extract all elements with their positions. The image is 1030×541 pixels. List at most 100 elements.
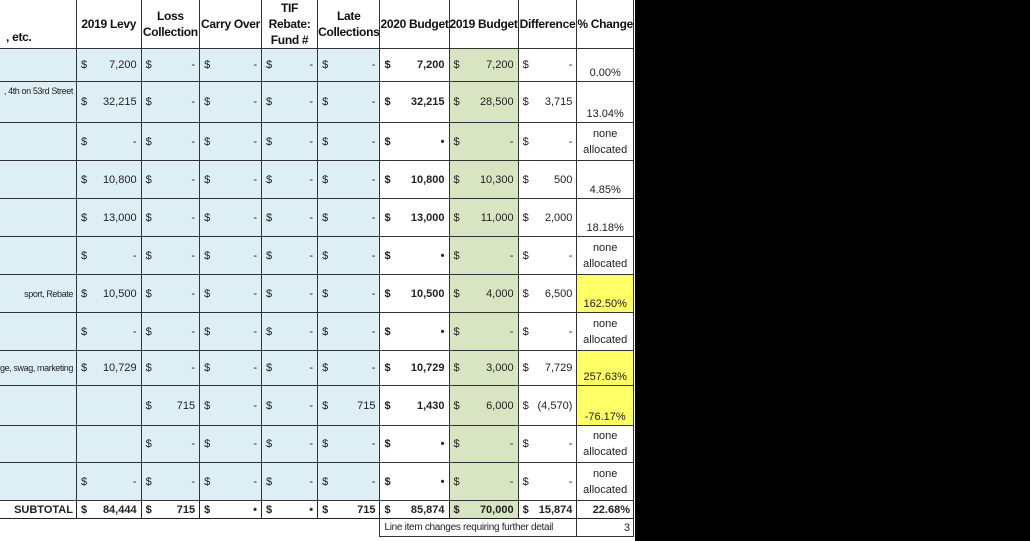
carry-cell[interactable]: $ -	[199, 312, 262, 351]
row-description-cell[interactable]	[0, 236, 77, 275]
tif-cell[interactable]: $ -	[260, 350, 319, 386]
header-pct-change[interactable]: % Change	[576, 0, 634, 49]
budget-2019-cell[interactable]: $11,000	[448, 198, 519, 237]
levy-cell[interactable]: $7,200	[75, 48, 142, 82]
pct-change-cell[interactable]: 4.85%	[576, 160, 634, 199]
carry-cell[interactable]: $ -	[199, 385, 262, 426]
budget-2019-cell[interactable]: $10,300	[448, 160, 519, 199]
row-description-cell[interactable]: ge, swag, marketing	[0, 350, 77, 386]
loss-cell[interactable]: $ -	[140, 48, 201, 82]
difference-cell[interactable]: $ -	[517, 122, 578, 161]
late-cell[interactable]: $ -	[317, 122, 381, 161]
budget-2019-cell[interactable]: $3,000	[448, 350, 519, 386]
loss-cell[interactable]: $ -	[140, 274, 201, 313]
budget-2020-cell[interactable]: $10,729	[379, 350, 450, 386]
carry-cell[interactable]: $ -	[199, 81, 262, 123]
row-description-cell[interactable]	[0, 160, 77, 199]
loss-cell[interactable]: $ -	[140, 462, 201, 501]
levy-cell[interactable]: $ -	[75, 462, 142, 501]
difference-cell[interactable]: $ -	[517, 236, 578, 275]
difference-cell[interactable]: $6,500	[517, 274, 578, 313]
header-2019-budget[interactable]: 2019 Budget	[448, 0, 519, 49]
carry-cell[interactable]: $ -	[199, 462, 262, 501]
tif-cell[interactable]: $ -	[260, 198, 319, 237]
row-description-cell[interactable]: sport, Rebate	[0, 274, 77, 313]
subtotal-b2019-cell[interactable]: $70,000	[448, 500, 519, 519]
loss-cell[interactable]: $715	[140, 385, 201, 426]
levy-cell[interactable]: $10,500	[75, 274, 142, 313]
budget-2019-cell[interactable]: $ -	[448, 425, 519, 463]
budget-2019-cell[interactable]: $ -	[448, 462, 519, 501]
row-description-cell[interactable]	[0, 462, 77, 501]
header-description[interactable]: , etc.	[0, 0, 77, 49]
carry-cell[interactable]: $ -	[199, 236, 262, 275]
budget-2020-cell[interactable]: $32,215	[379, 81, 450, 123]
subtotal-carry-cell[interactable]: $ •	[199, 500, 262, 519]
row-description-cell[interactable]	[0, 48, 77, 82]
levy-cell[interactable]: $32,215	[75, 81, 142, 123]
header-difference[interactable]: Difference	[517, 0, 578, 49]
budget-2019-cell[interactable]: $6,000	[448, 385, 519, 426]
tif-cell[interactable]: $ -	[260, 81, 319, 123]
levy-cell[interactable]	[75, 425, 142, 463]
tif-cell[interactable]: $ -	[260, 122, 319, 161]
loss-cell[interactable]: $ -	[140, 350, 201, 386]
late-cell[interactable]: $ -	[317, 462, 381, 501]
budget-2019-cell[interactable]: $28,500	[448, 81, 519, 123]
late-cell[interactable]: $715	[317, 385, 381, 426]
row-description-cell[interactable]	[0, 312, 77, 351]
budget-2020-cell[interactable]: $ •	[379, 462, 450, 501]
row-description-cell[interactable]	[0, 198, 77, 237]
budget-2020-cell[interactable]: $7,200	[379, 48, 450, 82]
subtotal-diff-cell[interactable]: $15,874	[517, 500, 578, 519]
levy-cell[interactable]: $ -	[75, 236, 142, 275]
subtotal-tif-cell[interactable]: $ •	[260, 500, 319, 519]
pct-change-cell[interactable]: 0.00%	[576, 48, 634, 82]
late-cell[interactable]: $ -	[317, 274, 381, 313]
header-2019-levy[interactable]: 2019 Levy	[75, 0, 142, 49]
carry-cell[interactable]: $ -	[199, 160, 262, 199]
difference-cell[interactable]: $ -	[517, 48, 578, 82]
late-cell[interactable]: $ -	[317, 160, 381, 199]
late-cell[interactable]: $ -	[317, 350, 381, 386]
late-cell[interactable]: $ -	[317, 312, 381, 351]
late-cell[interactable]: $ -	[317, 198, 381, 237]
budget-2020-cell[interactable]: $ •	[379, 236, 450, 275]
loss-cell[interactable]: $ -	[140, 236, 201, 275]
loss-cell[interactable]: $ -	[140, 81, 201, 123]
loss-cell[interactable]: $ -	[140, 122, 201, 161]
pct-change-cell[interactable]: none allocated	[576, 312, 634, 351]
pct-change-cell[interactable]: 257.63%	[576, 350, 634, 386]
tif-cell[interactable]: $ -	[260, 425, 319, 463]
pct-change-cell[interactable]: none allocated	[576, 122, 634, 161]
tif-cell[interactable]: $ -	[260, 236, 319, 275]
header-2020-budget[interactable]: 2020 Budget	[379, 0, 450, 49]
pct-change-cell[interactable]: 162.50%	[576, 274, 634, 313]
pct-change-cell[interactable]: none allocated	[576, 236, 634, 275]
late-cell[interactable]: $ -	[317, 425, 381, 463]
pct-change-cell[interactable]: 13.04%	[576, 81, 634, 123]
difference-cell[interactable]: $2,000	[517, 198, 578, 237]
loss-cell[interactable]: $ -	[140, 312, 201, 351]
budget-2020-cell[interactable]: $ •	[379, 122, 450, 161]
subtotal-levy-cell[interactable]: $84,444	[75, 500, 142, 519]
line-item-changes-count[interactable]: 3	[576, 518, 634, 537]
subtotal-late-cell[interactable]: $715	[317, 500, 381, 519]
levy-cell[interactable]: $10,800	[75, 160, 142, 199]
pct-change-cell[interactable]: 18.18%	[576, 198, 634, 237]
subtotal-loss-cell[interactable]: $715	[140, 500, 201, 519]
difference-cell[interactable]: $ -	[517, 425, 578, 463]
header-carry-over[interactable]: Carry Over	[199, 0, 262, 49]
pct-change-cell[interactable]: -76.17%	[576, 385, 634, 426]
budget-2019-cell[interactable]: $ -	[448, 122, 519, 161]
budget-2019-cell[interactable]: $7,200	[448, 48, 519, 82]
carry-cell[interactable]: $ -	[199, 350, 262, 386]
late-cell[interactable]: $ -	[317, 236, 381, 275]
pct-change-cell[interactable]: none allocated	[576, 462, 634, 501]
row-description-cell[interactable]: , 4th on 53rd Street	[0, 81, 77, 123]
budget-2020-cell[interactable]: $10,500	[379, 274, 450, 313]
subtotal-b2020-cell[interactable]: $85,874	[379, 500, 450, 519]
levy-cell[interactable]: $ -	[75, 312, 142, 351]
header-loss-collection[interactable]: Loss Collection	[140, 0, 201, 49]
row-description-cell[interactable]	[0, 425, 77, 463]
